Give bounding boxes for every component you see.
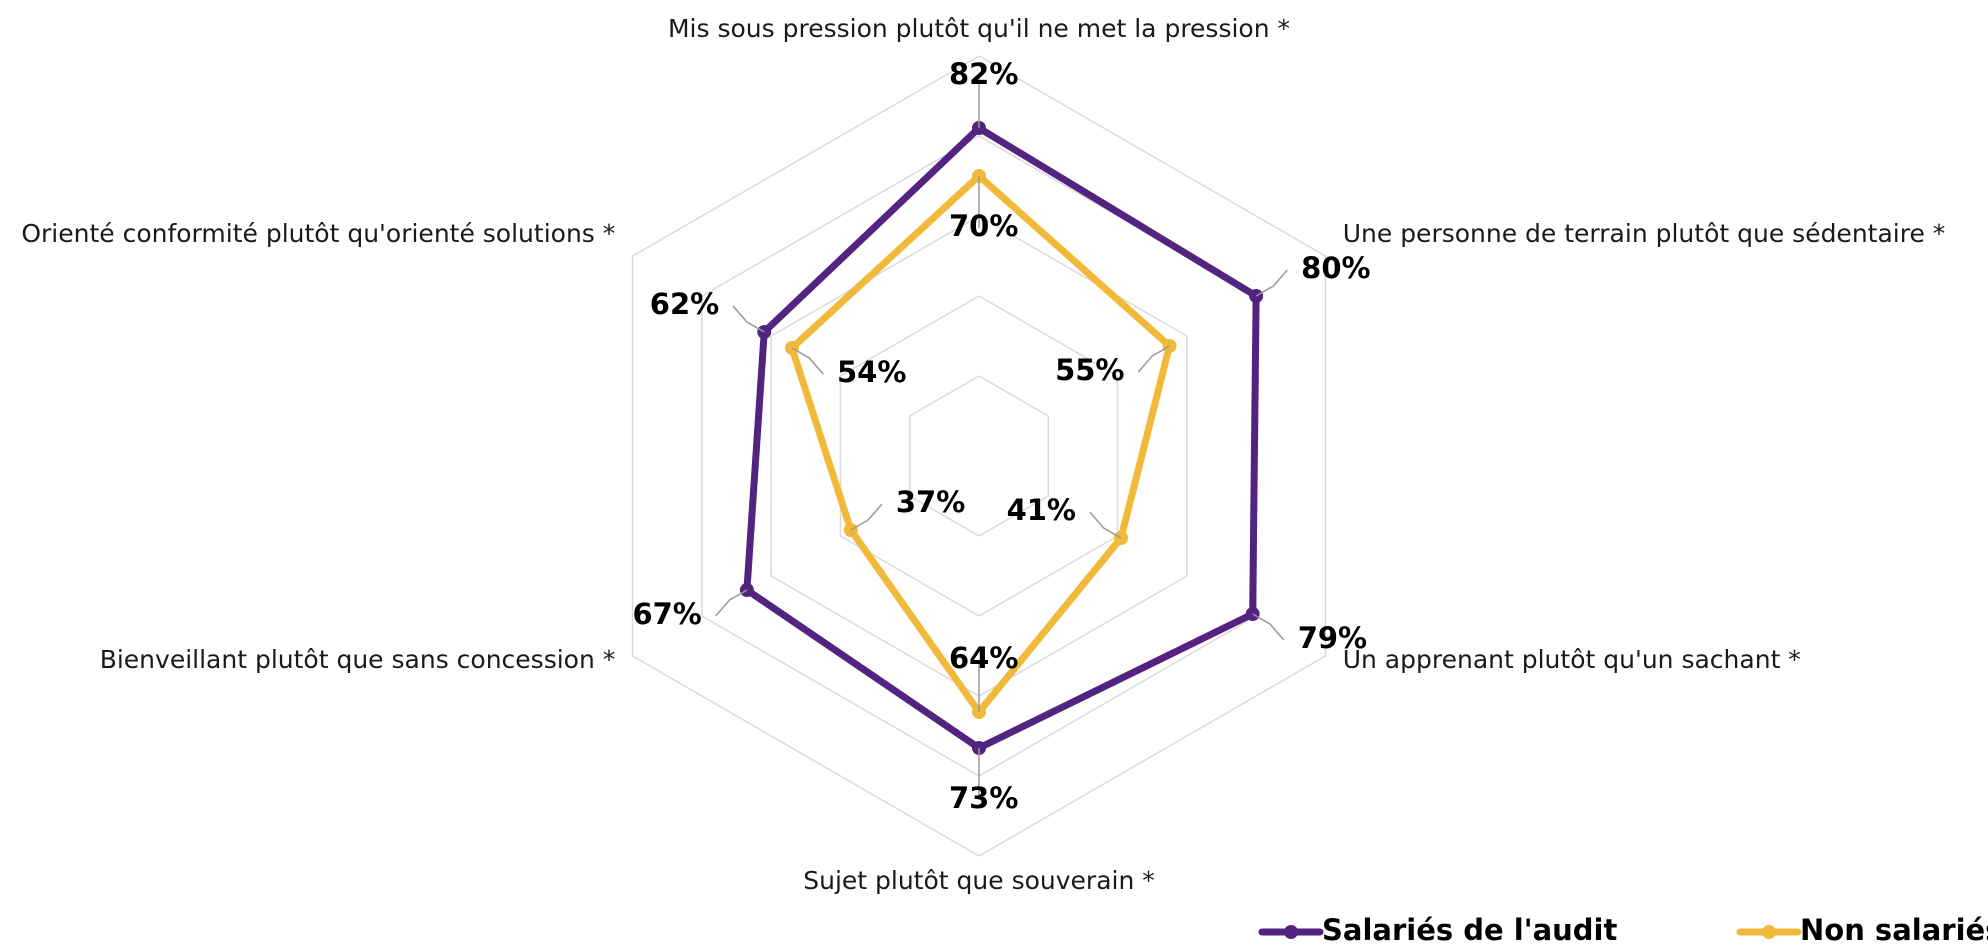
category-label: Une personne de terrain plutôt que séden… — [1343, 219, 1946, 248]
grid-line — [839, 295, 1119, 617]
legend-marker — [1284, 925, 1298, 939]
grid-line — [770, 215, 1188, 697]
grid-line — [908, 375, 1050, 537]
leader-line — [1137, 345, 1170, 373]
value-label: 73% — [949, 781, 1018, 815]
value-label: 67% — [632, 597, 701, 631]
leader-line — [791, 347, 824, 375]
legend-label: Non salariés — [1800, 913, 1988, 947]
category-label: Mis sous pression plutôt qu'il ne met la… — [668, 14, 1290, 43]
category-label: Sujet plutôt que souverain * — [803, 866, 1155, 895]
leader-line — [715, 589, 748, 617]
leader-line — [850, 503, 883, 531]
category-label: Bienveillant plutôt que sans concession … — [100, 645, 616, 674]
value-label: 41% — [1007, 493, 1076, 527]
category-label: Orienté conformité plutôt qu'orienté sol… — [21, 219, 615, 248]
value-label: 37% — [896, 485, 965, 519]
legend-label: Salariés de l'audit — [1322, 913, 1617, 947]
leader-line — [1089, 511, 1122, 539]
leader-line — [1255, 269, 1288, 297]
leader-line — [1252, 613, 1285, 641]
value-label: 64% — [949, 641, 1018, 675]
leader-line — [732, 305, 765, 333]
value-label: 62% — [650, 287, 719, 321]
legend-marker — [1762, 925, 1776, 939]
value-label: 79% — [1298, 621, 1367, 655]
value-label: 54% — [837, 355, 906, 389]
value-label: 70% — [949, 209, 1018, 243]
value-label: 55% — [1055, 353, 1124, 387]
value-label: 80% — [1301, 251, 1370, 285]
value-label: 82% — [949, 57, 1018, 91]
category-label: Un apprenant plutôt qu'un sachant * — [1343, 645, 1801, 674]
grid-line — [631, 55, 1327, 857]
